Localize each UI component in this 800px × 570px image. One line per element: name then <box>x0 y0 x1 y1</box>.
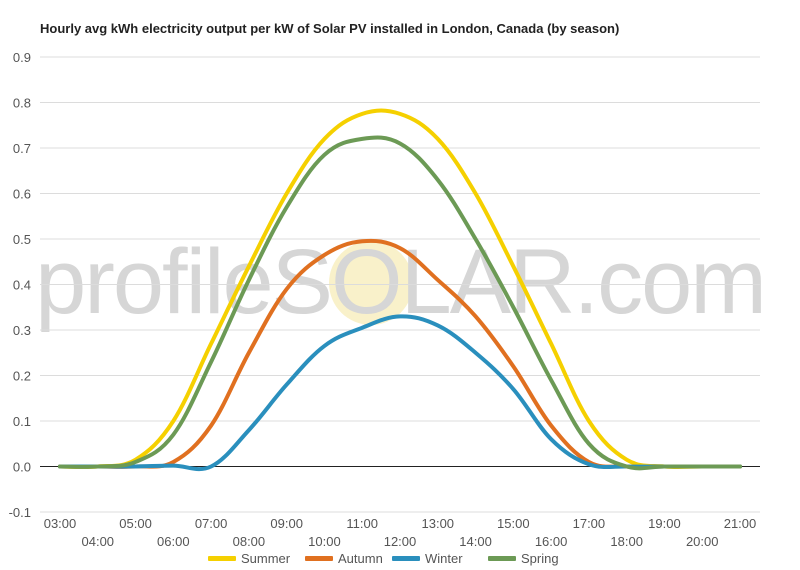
y-tick-label: -0.1 <box>9 505 31 520</box>
chart-title: Hourly avg kWh electricity output per kW… <box>40 21 619 36</box>
x-tick-label: 08:00 <box>233 534 266 549</box>
legend-swatch <box>488 556 516 561</box>
y-tick-label: 0.0 <box>13 460 31 475</box>
gridlines <box>40 56 760 513</box>
x-tick-label: 09:00 <box>270 516 303 531</box>
legend-swatch <box>305 556 333 561</box>
series-lines <box>58 108 742 472</box>
legend-label: Spring <box>521 551 559 566</box>
x-tick-label: 03:00 <box>44 516 77 531</box>
x-tick-label: 06:00 <box>157 534 190 549</box>
x-tick-label: 20:00 <box>686 534 719 549</box>
legend-label: Summer <box>241 551 291 566</box>
legend-item-winter[interactable]: Winter <box>392 551 463 566</box>
x-tick-label: 13:00 <box>422 516 455 531</box>
y-tick-label: 0.6 <box>13 187 31 202</box>
x-tick-label: 19:00 <box>648 516 681 531</box>
legend-item-spring[interactable]: Spring <box>488 551 559 566</box>
x-tick-label: 14:00 <box>459 534 492 549</box>
series-line-summer <box>58 108 742 470</box>
y-tick-label: 0.8 <box>13 96 31 111</box>
y-tick-label: 0.2 <box>13 369 31 384</box>
series-line-spring <box>58 135 742 471</box>
y-tick-label: 0.9 <box>13 50 31 65</box>
legend-swatch <box>392 556 420 561</box>
x-tick-label: 07:00 <box>195 516 228 531</box>
x-tick-label: 16:00 <box>535 534 568 549</box>
watermark-sun <box>329 241 413 325</box>
x-tick-label: 05:00 <box>119 516 152 531</box>
y-axis: -0.1 0.0 0.1 0.2 0.3 0.4 0.5 0.6 0.7 0.8 0.9 <box>9 50 31 520</box>
y-tick-label: 0.7 <box>13 141 31 156</box>
x-tick-label: 11:00 <box>346 516 378 531</box>
legend-item-summer[interactable]: Summer <box>208 551 291 566</box>
x-tick-label: 17:00 <box>573 516 606 531</box>
legend-swatch <box>208 556 236 561</box>
legend[interactable]: Summer Autumn Winter Spring <box>208 551 559 566</box>
legend-label: Winter <box>425 551 463 566</box>
x-tick-label: 12:00 <box>384 534 417 549</box>
x-tick-label: 21:00 <box>724 516 757 531</box>
legend-label: Autumn <box>338 551 383 566</box>
x-axis: 03:00 04:00 05:00 06:00 07:00 08:00 09:00 10:00… <box>44 516 757 549</box>
x-tick-label: 18:00 <box>610 534 643 549</box>
y-tick-label: 0.4 <box>13 278 31 293</box>
x-tick-label: 10:00 <box>308 534 341 549</box>
y-tick-label: 0.1 <box>13 414 31 429</box>
x-tick-label: 04:00 <box>82 534 115 549</box>
legend-item-autumn[interactable]: Autumn <box>305 551 383 566</box>
y-tick-label: 0.5 <box>13 232 31 247</box>
y-tick-label: 0.3 <box>13 323 31 338</box>
x-tick-label: 15:00 <box>497 516 530 531</box>
